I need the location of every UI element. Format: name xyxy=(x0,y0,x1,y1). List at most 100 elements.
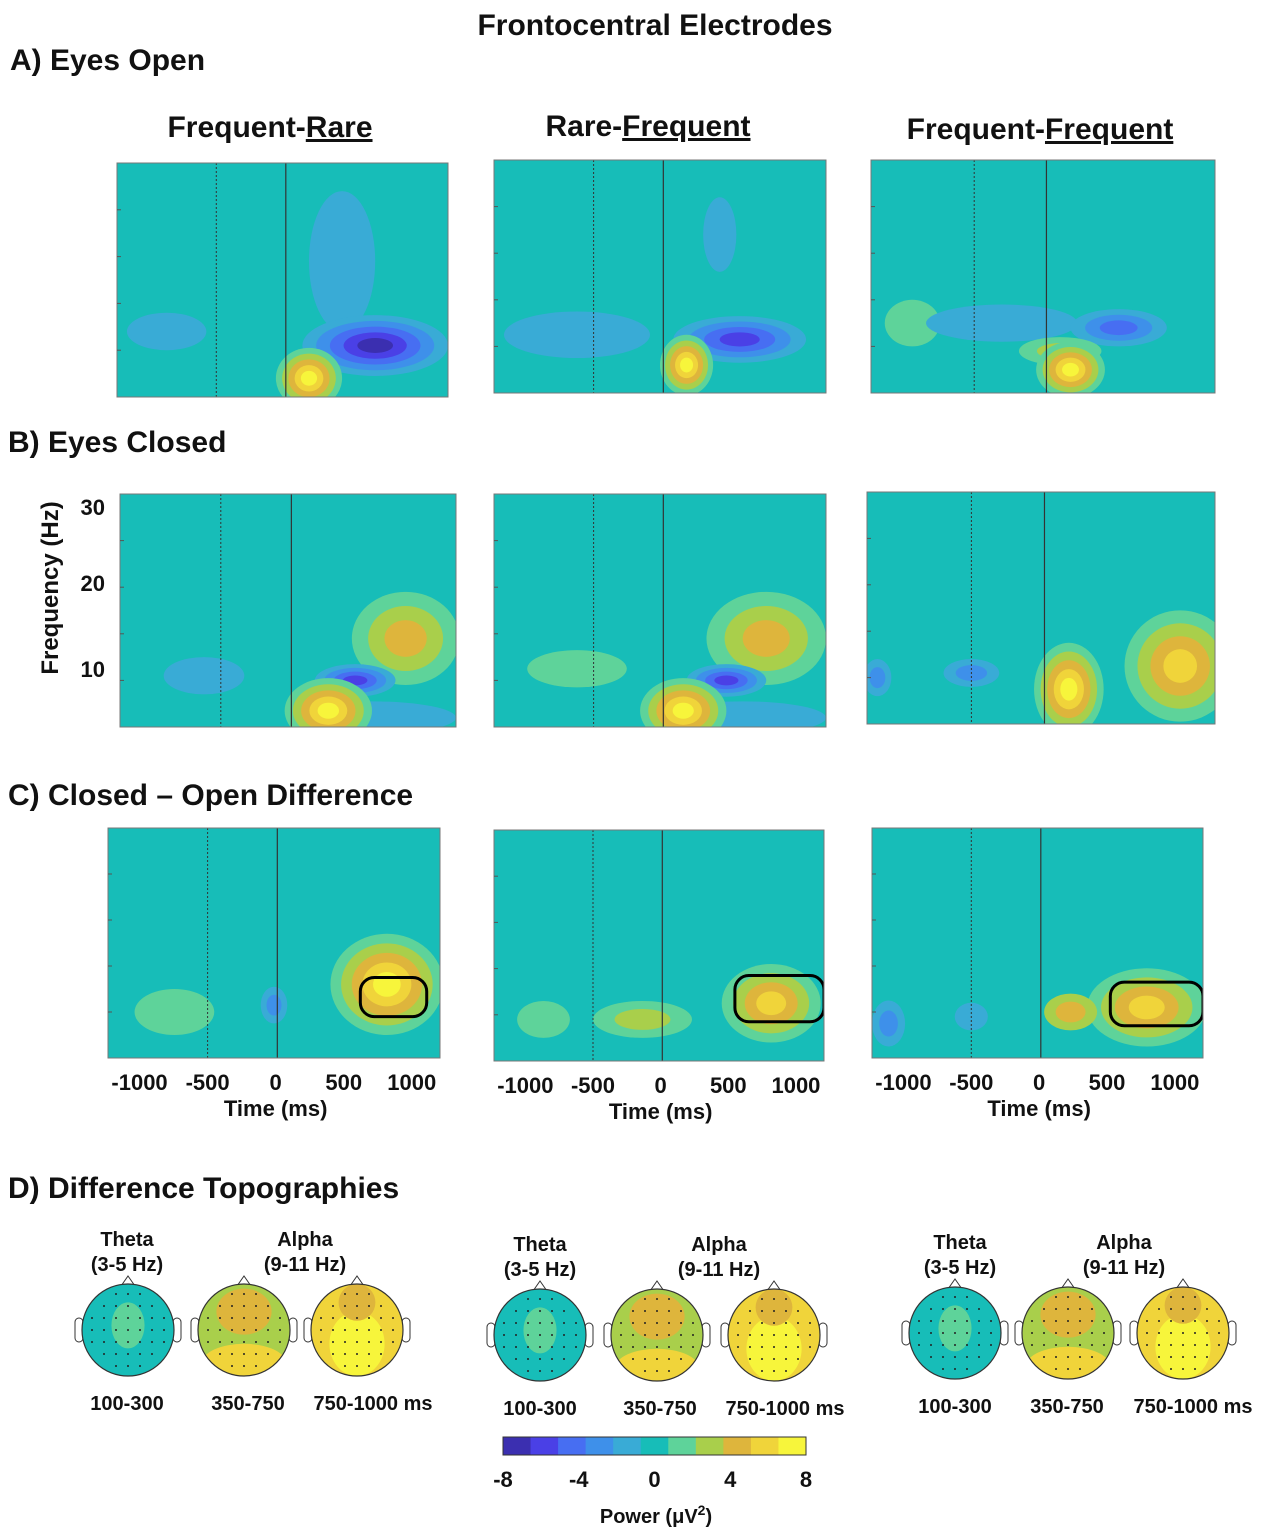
power-blob xyxy=(1062,362,1079,377)
electrode xyxy=(1170,1332,1172,1334)
window-label: 100-300 xyxy=(918,1396,991,1418)
electrode xyxy=(1103,1332,1105,1334)
electrode xyxy=(954,1356,956,1358)
electrode xyxy=(954,1368,956,1370)
band-label: Alpha xyxy=(277,1229,333,1251)
electrode xyxy=(797,1346,799,1348)
power-blob xyxy=(1055,1001,1086,1023)
electrode xyxy=(809,1346,811,1348)
heading-underlined: Frequent xyxy=(622,110,750,143)
electrode xyxy=(1194,1368,1196,1370)
electrode xyxy=(332,1341,334,1343)
electrode xyxy=(1091,1332,1093,1334)
power-blob xyxy=(317,702,340,719)
electrode xyxy=(127,1305,129,1307)
colorbar-cell xyxy=(558,1437,587,1455)
electrode xyxy=(656,1298,658,1300)
electrode xyxy=(761,1322,763,1324)
electrode xyxy=(127,1365,129,1367)
figure-title: Frontocentral Electrodes xyxy=(477,9,832,42)
colorbar-cell xyxy=(695,1437,724,1455)
electrode xyxy=(1194,1320,1196,1322)
electrode xyxy=(243,1305,245,1307)
electrode xyxy=(1194,1344,1196,1346)
label-text: Power (μV xyxy=(600,1506,698,1528)
electrode xyxy=(103,1305,105,1307)
electrode xyxy=(103,1353,105,1355)
topography xyxy=(728,1289,820,1381)
electrode xyxy=(127,1317,129,1319)
electrode xyxy=(503,1346,505,1348)
electrode xyxy=(749,1322,751,1324)
electrode xyxy=(279,1341,281,1343)
topo-blob xyxy=(1155,1314,1211,1379)
electrode xyxy=(563,1310,565,1312)
power-blob xyxy=(266,994,282,1016)
electrode xyxy=(978,1320,980,1322)
electrode xyxy=(103,1341,105,1343)
electrode xyxy=(539,1358,541,1360)
electrode xyxy=(1182,1344,1184,1346)
electrode xyxy=(1206,1308,1208,1310)
electrode xyxy=(103,1317,105,1319)
spectrogram xyxy=(117,163,448,397)
column-heading: Rare-Frequent xyxy=(545,110,750,143)
electrode xyxy=(332,1317,334,1319)
electrode xyxy=(978,1308,980,1310)
electrode xyxy=(942,1344,944,1346)
electrode xyxy=(680,1310,682,1312)
electrode xyxy=(737,1322,739,1324)
band-label: (3-5 Hz) xyxy=(91,1254,163,1276)
electrode xyxy=(785,1322,787,1324)
electrode xyxy=(644,1346,646,1348)
electrode xyxy=(761,1370,763,1372)
electrode xyxy=(918,1332,920,1334)
electrode xyxy=(990,1332,992,1334)
electrode xyxy=(1103,1344,1105,1346)
electrode xyxy=(279,1317,281,1319)
electrode xyxy=(966,1308,968,1310)
electrode xyxy=(1067,1320,1069,1322)
electrode xyxy=(563,1358,565,1360)
electrode xyxy=(267,1305,269,1307)
power-blob xyxy=(1099,320,1138,336)
electrode xyxy=(267,1329,269,1331)
electrode xyxy=(1091,1344,1093,1346)
power-blob xyxy=(163,657,245,695)
electrode xyxy=(515,1346,517,1348)
topo-blob xyxy=(1164,1287,1202,1324)
electrode xyxy=(620,1346,622,1348)
electrode xyxy=(1158,1332,1160,1334)
electrode xyxy=(1206,1320,1208,1322)
electrode xyxy=(163,1329,165,1331)
electrode xyxy=(207,1329,209,1331)
electrode xyxy=(356,1341,358,1343)
electrode xyxy=(539,1322,541,1324)
electrode xyxy=(255,1341,257,1343)
electrode xyxy=(127,1329,129,1331)
electrode xyxy=(761,1334,763,1336)
electrode xyxy=(139,1305,141,1307)
x-tick-label: 500 xyxy=(710,1073,747,1098)
power-blob xyxy=(714,675,739,686)
electrode xyxy=(680,1322,682,1324)
electrode xyxy=(219,1341,221,1343)
nose xyxy=(1175,1278,1191,1290)
electrode xyxy=(103,1329,105,1331)
electrode xyxy=(551,1322,553,1324)
electrode xyxy=(1091,1320,1093,1322)
band-label: Theta xyxy=(100,1229,154,1251)
electrode xyxy=(656,1334,658,1336)
electrode xyxy=(539,1346,541,1348)
electrode xyxy=(515,1310,517,1312)
electrode xyxy=(644,1322,646,1324)
electrode xyxy=(761,1310,763,1312)
spectrogram xyxy=(867,492,1215,724)
electrode xyxy=(966,1344,968,1346)
electrode xyxy=(575,1346,577,1348)
topo-blob xyxy=(746,1316,802,1381)
window-label: 100-300 xyxy=(90,1393,163,1415)
spectrogram xyxy=(108,828,440,1058)
electrode xyxy=(527,1370,529,1372)
electrode xyxy=(761,1298,763,1300)
